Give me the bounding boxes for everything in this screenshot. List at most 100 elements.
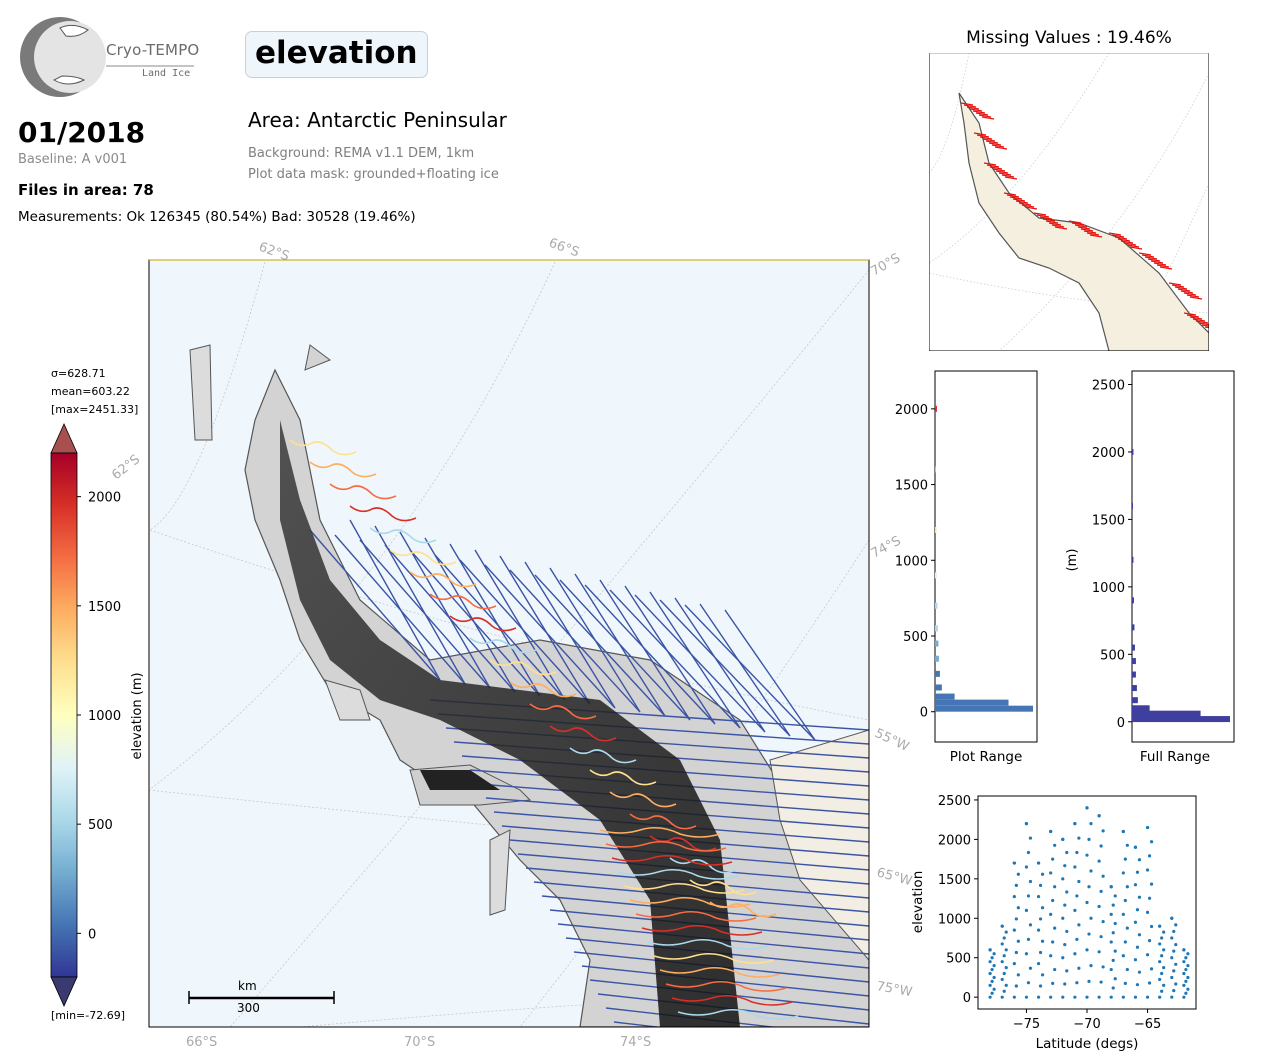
missing-point [1180,290,1194,294]
elevation-track [677,1008,799,1020]
scatter-point [1036,894,1041,899]
histogram-bar [935,670,940,677]
satellite-track [509,567,641,713]
elevation-track [629,896,751,908]
elevation-track [589,769,657,786]
missing-point [1144,256,1158,260]
scatter-point [1135,908,1140,912]
scatter-ytick-label: 1000 [938,912,971,927]
scatter-point [1158,995,1162,999]
scatter-point [1123,981,1127,985]
histogram-tick-label: 2000 [1092,446,1125,461]
scatter-point [1101,919,1105,924]
scatter-xlabel: Latitude (degs) [1036,1036,1139,1052]
scatter-point [1036,861,1041,865]
elevation-track [329,483,397,500]
period-date: 01/2018 [18,116,146,149]
missing-point [1114,236,1128,240]
scatter-point [1174,962,1178,966]
scatter-xtick-label: −70 [1073,1017,1100,1032]
scatter-point [1026,850,1031,855]
scatter-point [1002,954,1006,958]
scatter-point [1182,971,1186,976]
scatter-point [1125,843,1129,847]
lat-label-bottom-1: 66°S [186,1035,217,1050]
scatter-point [1097,859,1101,863]
missing-point [1186,294,1200,298]
scatter-point [1113,894,1117,898]
scatter-point [1077,836,1081,840]
scatter-point [1113,977,1117,981]
missing-point [1006,194,1020,198]
elevation-track [641,924,763,936]
scatter-point [1147,939,1152,943]
lat-label-bottom-2: 70°S [404,1035,435,1050]
missing-point [1198,322,1209,326]
scatter-point [988,983,992,987]
elevation-track [569,747,637,764]
scatter-point [1145,825,1150,830]
scatter-point [1133,845,1138,849]
scatter-point [1109,885,1113,889]
scatter-point [1061,837,1065,841]
scatter-point [1036,928,1041,932]
scatter-point [1051,981,1055,985]
scatter-point [1049,871,1053,875]
histogram-bar [935,625,938,632]
scatter-point [1000,977,1004,982]
scatter-point [1121,871,1125,875]
elevation-track [389,549,457,566]
scatter-point [1061,916,1065,920]
elevation-track [509,681,577,698]
elevation-track [647,938,769,950]
colorbar-tick-label: 0 [88,927,96,942]
scatter-point [1162,930,1166,934]
scalebar-unit: km [238,979,257,993]
colorbar-tick-label: 2000 [88,491,121,506]
histogram-tick-label: 2000 [895,403,928,418]
missing-point [988,142,1002,146]
scatter-point [1089,822,1093,826]
missing-point [973,132,987,136]
elevation-track [669,857,737,874]
logo-subtitle: Land Ice [142,68,191,79]
scatter-point [1089,869,1093,873]
scatter-point [1028,966,1033,970]
scatter-point [1038,883,1043,888]
scatter-point [1111,958,1115,962]
elevation-track [349,505,417,522]
missing-point [976,134,990,138]
scatter-point [1170,975,1174,980]
map-scalebar: km 300 [188,979,335,1015]
scatter-point [1147,854,1152,858]
scatter-point [1000,960,1004,964]
scatter-point [1028,879,1033,884]
satellite-track [559,579,691,721]
scatter-point [1123,940,1127,944]
satellite-track [634,594,766,733]
histogram-tick-label: 1500 [895,479,928,494]
scatter-point [1162,948,1166,952]
scatter-point [1099,844,1103,848]
scatter-point [1158,924,1162,928]
missing-point [1036,214,1050,218]
missing-point [1138,252,1152,256]
scatter-point [992,952,996,956]
scatter-point [1036,995,1041,999]
scatter-point [1065,850,1069,855]
scatter-point [1109,940,1113,944]
scatter-point [1113,949,1117,953]
satellite-track [584,584,716,725]
scatter-point [1016,939,1020,943]
scatter-point [1049,954,1053,958]
scatter-point [1109,912,1113,916]
missing-point [1068,220,1082,224]
missing-point [1054,226,1068,230]
histogram-bar [935,693,955,700]
scatter-point [1075,894,1079,898]
elevation-track [635,910,757,922]
scatter-point [1012,962,1016,966]
scatter-point [1121,829,1125,834]
histogram-bar [1132,697,1138,704]
scatter-point [1145,995,1150,999]
